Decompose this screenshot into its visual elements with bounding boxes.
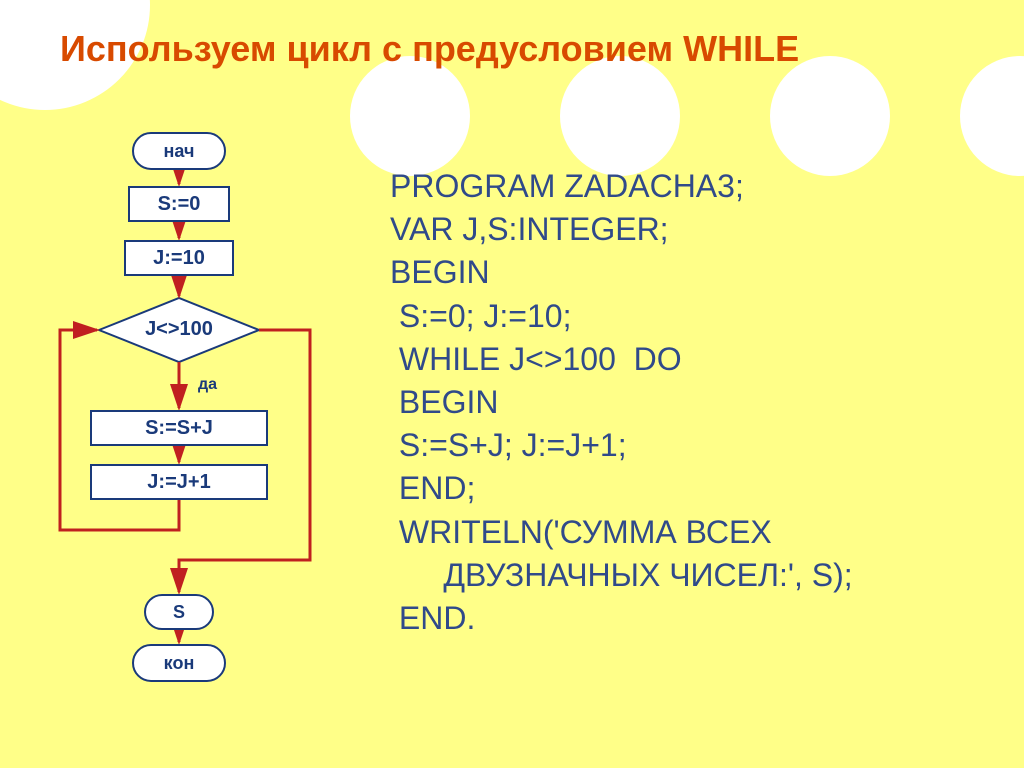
process-spj: S:=S+J: [90, 410, 268, 446]
decision-label: J<>100: [139, 318, 219, 341]
code-line: PROGRAM ZADACHA3;: [390, 165, 990, 208]
code-line: BEGIN: [390, 251, 990, 294]
j10-label: J:=10: [153, 247, 205, 270]
code-line: S:=S+J; J:=J+1;: [390, 424, 990, 467]
bg-circle: [770, 56, 890, 176]
page-title: Используем цикл с предусловием WHILE: [60, 28, 799, 70]
bg-circle: [350, 56, 470, 176]
jinc-label: J:=J+1: [147, 471, 210, 494]
output-s-label: S: [173, 602, 185, 623]
s0-label: S:=0: [158, 193, 201, 216]
code-line: ДВУЗНАЧНЫХ ЧИСЕЛ:', S);: [390, 554, 990, 597]
terminator-start: нач: [132, 132, 226, 170]
output-s: S: [144, 594, 214, 630]
start-label: нач: [164, 141, 195, 162]
terminator-end: кон: [132, 644, 226, 682]
code-line: END.: [390, 597, 990, 640]
bg-circle: [960, 56, 1024, 176]
spj-label: S:=S+J: [145, 417, 213, 440]
process-jinc: J:=J+1: [90, 464, 268, 500]
process-j10: J:=10: [124, 240, 234, 276]
code-listing: PROGRAM ZADACHA3; VAR J,S:INTEGER; BEGIN…: [390, 165, 990, 640]
code-line: S:=0; J:=10;: [390, 295, 990, 338]
title-keyword: WHILE: [683, 28, 799, 69]
code-line: WRITELN('СУММА ВСЕХ: [390, 511, 990, 554]
end-label: кон: [164, 653, 195, 674]
yes-label: да: [198, 376, 217, 394]
process-s0: S:=0: [128, 186, 230, 222]
code-line: END;: [390, 467, 990, 510]
flowchart: нач S:=0 J:=10 J<>100 да S:=S+J J:=J+1 S…: [30, 120, 350, 740]
code-line: WHILE J<>100 DO: [390, 338, 990, 381]
bg-circle: [560, 56, 680, 176]
title-text: Используем цикл с предусловием: [60, 28, 683, 69]
code-line: BEGIN: [390, 381, 990, 424]
code-line: VAR J,S:INTEGER;: [390, 208, 990, 251]
